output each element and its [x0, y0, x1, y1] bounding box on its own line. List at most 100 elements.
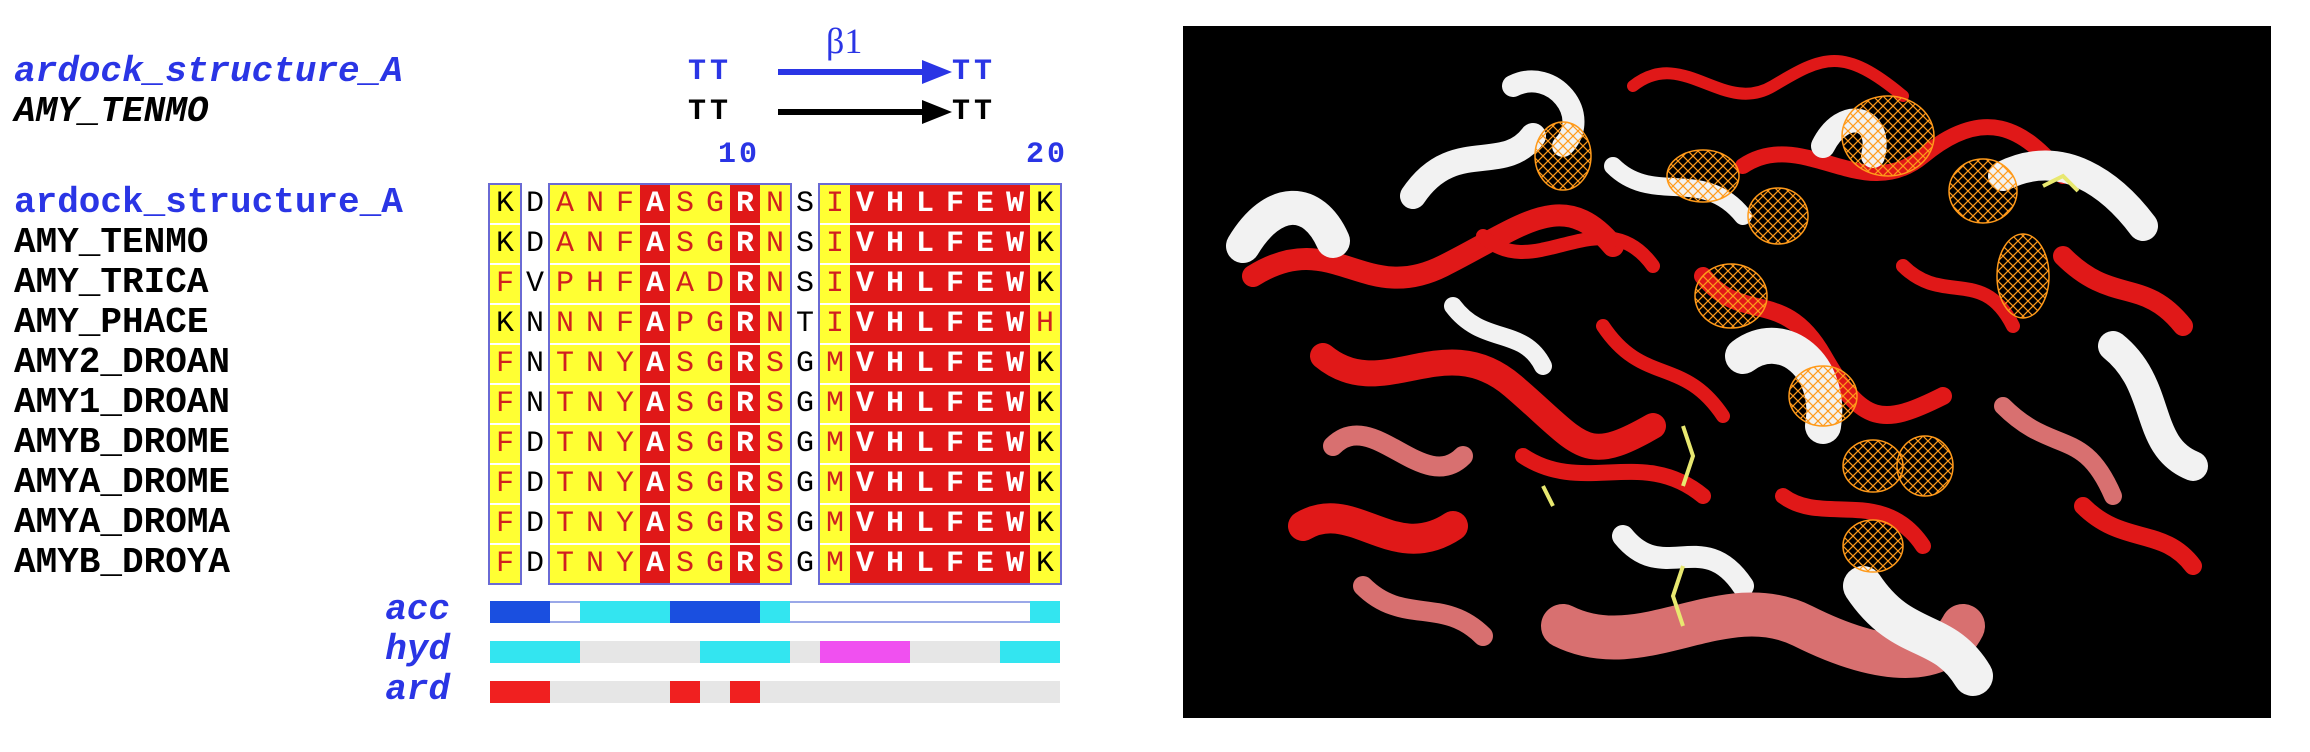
track-segment-ard: [850, 681, 880, 703]
residue-cell: H: [880, 465, 910, 503]
residue-cell: N: [580, 305, 610, 343]
track-segment-acc: [1000, 601, 1030, 623]
residue-cell: V: [850, 545, 880, 583]
residue-cell: Y: [610, 425, 640, 463]
residue-cell: V: [850, 225, 880, 263]
residue-cell: T: [550, 425, 580, 463]
residue-cell: S: [795, 227, 814, 261]
track-segment-ard: [640, 681, 670, 703]
residue-cell: E: [970, 305, 1000, 343]
ss-turn-left-reference: TT: [688, 95, 733, 129]
track-segment-acc: [790, 601, 820, 623]
track-segment-hyd: [490, 641, 520, 663]
residue-cell: F: [940, 465, 970, 503]
residue-cell: A: [640, 185, 670, 223]
beta-arrow-reference-head: [922, 100, 952, 124]
beta-arrow-query-head: [922, 60, 952, 84]
residue-cell: F: [610, 305, 640, 343]
track-label-acc: acc: [385, 589, 450, 630]
residue-cell: E: [970, 185, 1000, 223]
residue-cell: D: [525, 467, 544, 501]
residue-cell: F: [490, 465, 520, 503]
residue-cell: G: [795, 467, 814, 501]
residue-cell: F: [490, 545, 520, 583]
residue-cell: I: [820, 265, 850, 303]
residue-cell: G: [700, 385, 730, 423]
residue-cell: N: [525, 307, 544, 341]
residue-cell: D: [525, 187, 544, 221]
residue-cell: N: [580, 505, 610, 543]
residue-cell: N: [580, 385, 610, 423]
sequence-name: AMYA_DROME: [14, 462, 231, 503]
residue-cell: N: [580, 345, 610, 383]
residue-cell: F: [610, 265, 640, 303]
residue-cell: T: [795, 307, 814, 341]
residue-cell: T: [550, 465, 580, 503]
residue-cell: S: [670, 345, 700, 383]
residue-cell: V: [850, 465, 880, 503]
ruler-label-10: 10: [718, 138, 761, 172]
residue-cell: K: [1030, 185, 1060, 223]
track-segment-hyd: [1000, 641, 1030, 663]
track-segment-hyd: [970, 641, 1000, 663]
residue-cell: Y: [610, 465, 640, 503]
track-segment-acc: [640, 601, 670, 623]
track-segment-acc: [820, 601, 850, 623]
residue-cell: N: [760, 185, 790, 223]
residue-cell: L: [910, 385, 940, 423]
sequence-name: AMYB_DROYA: [14, 542, 231, 583]
track-label-hyd: hyd: [385, 629, 450, 670]
residue-cell: L: [910, 425, 940, 463]
sequence-name: AMYA_DROMA: [14, 502, 231, 543]
ss-turn-right-reference: TT: [952, 95, 997, 129]
residue-cell: L: [910, 305, 940, 343]
track-segment-hyd: [640, 641, 670, 663]
residue-cell: V: [850, 425, 880, 463]
residue-cell: E: [970, 545, 1000, 583]
residue-cell: D: [700, 265, 730, 303]
ss-turn-left-query: TT: [688, 55, 733, 89]
residue-cell: F: [940, 305, 970, 343]
residue-cell: A: [640, 465, 670, 503]
residue-cell: A: [550, 185, 580, 223]
residue-cell: H: [880, 505, 910, 543]
residue-cell: M: [820, 385, 850, 423]
residue-cell: N: [580, 425, 610, 463]
track-segment-ard: [670, 681, 700, 703]
residue-cell: K: [1030, 345, 1060, 383]
track-segment-ard: [760, 681, 790, 703]
residue-cell: K: [1030, 385, 1060, 423]
residue-cell: M: [820, 465, 850, 503]
residue-cell: A: [640, 345, 670, 383]
track-segment-hyd: [610, 641, 640, 663]
residue-cell: S: [670, 185, 700, 223]
residue-cell: Y: [610, 545, 640, 583]
residue-cell: E: [970, 465, 1000, 503]
track-segment-ard: [550, 681, 580, 703]
residue-cell: D: [525, 427, 544, 461]
residue-cell: N: [760, 305, 790, 343]
protein-structure-render: [1183, 26, 2271, 718]
residue-cell: N: [550, 305, 580, 343]
sequence-name: AMY_PHACE: [14, 302, 209, 343]
track-segment-hyd: [790, 641, 820, 663]
residue-cell: H: [1030, 305, 1060, 343]
residue-cell: G: [700, 305, 730, 343]
track-segment-hyd: [1030, 641, 1060, 663]
ss-row-name-reference: AMY_TENMO: [14, 91, 209, 132]
residue-cell: K: [490, 305, 520, 343]
beta-arrow-reference-shaft: [778, 109, 926, 115]
residue-cell: P: [670, 305, 700, 343]
residue-cell: A: [640, 505, 670, 543]
residue-cell: W: [1000, 265, 1030, 303]
residue-cell: E: [970, 425, 1000, 463]
residue-cell: S: [760, 465, 790, 503]
residue-cell: G: [795, 387, 814, 421]
ss-row-name-query: ardock_structure_A: [14, 51, 403, 92]
track-segment-acc: [610, 601, 640, 623]
residue-cell: V: [850, 385, 880, 423]
residue-cell: E: [970, 505, 1000, 543]
track-segment-hyd: [880, 641, 910, 663]
residue-cell: L: [910, 225, 940, 263]
residue-cell: A: [670, 265, 700, 303]
